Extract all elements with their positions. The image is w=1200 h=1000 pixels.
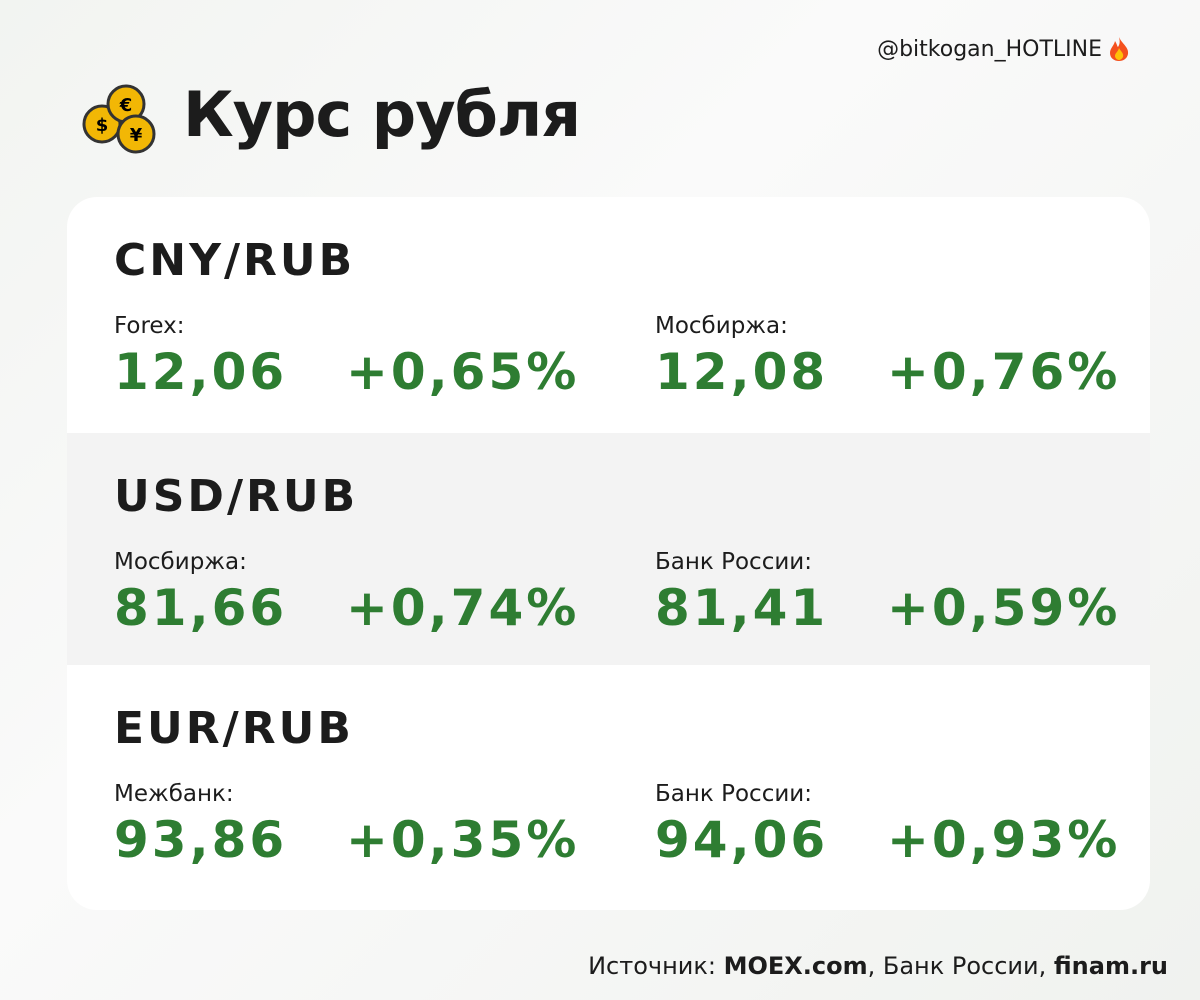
source-text: , Банк России,: [867, 952, 1054, 980]
quote-value: 81,66: [114, 579, 288, 637]
quote-change: +0,74%: [346, 579, 580, 637]
quote-value: 93,86: [114, 811, 288, 869]
handle-row: @bitkogan_HOTLINE: [877, 36, 1130, 62]
quote-value: 81,41: [655, 579, 829, 637]
pair-title: CNY/RUB: [114, 235, 356, 286]
quote-value: 12,08: [655, 343, 829, 401]
fire-icon: [1110, 37, 1129, 61]
svg-text:¥: ¥: [130, 125, 143, 146]
svg-text:$: $: [96, 115, 109, 136]
pair-title: USD/RUB: [114, 471, 359, 522]
quote-change: +0,76%: [887, 343, 1121, 401]
quote-label: Мосбиржа:: [114, 549, 247, 575]
svg-text:€: €: [119, 95, 133, 116]
quote-change: +0,65%: [346, 343, 580, 401]
quote-change: +0,93%: [887, 811, 1121, 869]
quote-label: Мосбиржа:: [655, 313, 788, 339]
coins-icon: $ € ¥: [82, 84, 156, 154]
quote-label: Банк России:: [655, 549, 812, 575]
currency-section: EUR/RUB Межбанк: 93,86 +0,35% Банк России: 94…: [67, 665, 1150, 910]
source-text: Источник:: [588, 952, 724, 980]
source-name: finam.ru: [1053, 952, 1168, 980]
quote-label: Банк России:: [655, 781, 812, 807]
quote-value: 12,06: [114, 343, 288, 401]
footer: Источник: MOEX.com, Банк России, finam.r…: [588, 952, 1168, 980]
title: Курс рубля: [183, 78, 581, 151]
currency-section: USD/RUB Мосбиржа: 81,66 +0,74% Банк России: 8…: [67, 433, 1150, 665]
quote-change: +0,35%: [346, 811, 580, 869]
handle: @bitkogan_HOTLINE: [877, 36, 1102, 62]
quote-value: 94,06: [655, 811, 829, 869]
card: CNY/RUB Forex: 12,06 +0,65% Мосбиржа: 12,08 +0…: [67, 197, 1150, 910]
quote-label: Межбанк:: [114, 781, 234, 807]
pair-title: EUR/RUB: [114, 703, 354, 754]
currency-section: CNY/RUB Forex: 12,06 +0,65% Мосбиржа: 12,08 +0…: [67, 197, 1150, 433]
source-name: MOEX.com: [723, 952, 868, 980]
quote-change: +0,59%: [887, 579, 1121, 637]
quote-label: Forex:: [114, 313, 185, 339]
